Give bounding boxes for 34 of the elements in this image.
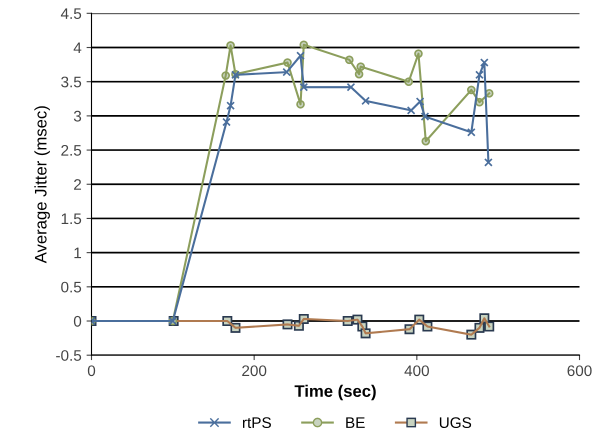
point <box>346 82 356 92</box>
point <box>296 51 305 60</box>
x-tick-label: 400 <box>404 365 429 376</box>
legend-label: BE <box>346 417 365 428</box>
point <box>416 97 424 106</box>
y-tick-label: 3.5 <box>61 76 82 88</box>
y-tick-label: 2 <box>74 179 82 190</box>
legend-label: rtPS <box>242 417 271 428</box>
y-tick-label: -0.5 <box>56 350 82 361</box>
point <box>420 112 430 121</box>
point <box>361 96 370 106</box>
y-tick-label: 0 <box>74 316 82 327</box>
x-tick-label: 0 <box>88 365 96 376</box>
point <box>406 106 416 115</box>
y-tick-label: 0.5 <box>61 282 82 293</box>
x-tick-label: 600 <box>568 365 592 376</box>
y-tick-label: 3 <box>74 110 82 122</box>
point <box>226 101 235 110</box>
point <box>475 70 484 80</box>
y-tick-label: 2.5 <box>61 144 82 156</box>
point <box>222 118 231 126</box>
point <box>299 82 308 92</box>
x-tick-label: 200 <box>242 365 266 376</box>
point <box>480 58 489 67</box>
point <box>467 128 476 137</box>
point <box>282 68 292 76</box>
x-axis-title: Time (sec) <box>294 384 376 400</box>
y-tick-label: 1.5 <box>62 213 82 224</box>
y-axis-title: Average Jitter (msec) <box>34 106 50 264</box>
point <box>484 158 493 167</box>
y-tick-label: 4 <box>74 42 82 54</box>
y-tick-label: 1 <box>74 248 82 258</box>
legend-label: UGS <box>440 417 472 428</box>
y-tick-label: 4.5 <box>60 8 82 20</box>
